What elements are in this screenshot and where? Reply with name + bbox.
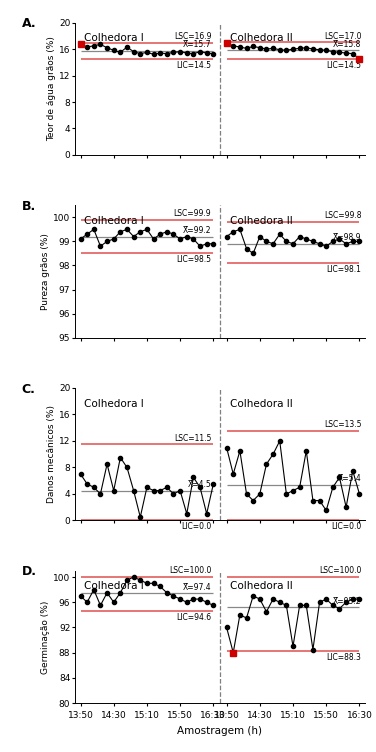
Text: LIC=88.3: LIC=88.3 xyxy=(326,653,361,662)
Text: Colhedora II: Colhedora II xyxy=(230,216,293,226)
Text: Colhedora II: Colhedora II xyxy=(230,581,293,591)
Text: X̅=15.8: X̅=15.8 xyxy=(333,40,361,49)
Text: LSC=13.5: LSC=13.5 xyxy=(324,420,361,429)
Text: LSC=100.0: LSC=100.0 xyxy=(169,566,211,575)
Text: Colhedora I: Colhedora I xyxy=(84,33,144,43)
Y-axis label: Pureza grãos (%): Pureza grãos (%) xyxy=(41,233,50,310)
Text: LIC=98.1: LIC=98.1 xyxy=(326,265,361,274)
Text: Colhedora II: Colhedora II xyxy=(230,33,293,43)
Text: LIC=14.5: LIC=14.5 xyxy=(326,61,361,70)
Text: Colhedora I: Colhedora I xyxy=(84,581,144,591)
Text: X̅=98.9: X̅=98.9 xyxy=(333,233,361,242)
Text: B.: B. xyxy=(22,200,36,213)
Text: LIC=0.0: LIC=0.0 xyxy=(331,522,361,531)
X-axis label: Amostragem (h): Amostragem (h) xyxy=(177,726,262,736)
Text: C.: C. xyxy=(22,383,35,396)
Y-axis label: Teor de água grãos (%): Teor de água grãos (%) xyxy=(47,36,56,141)
Text: LSC=11.5: LSC=11.5 xyxy=(174,434,211,442)
Text: A.: A. xyxy=(22,17,36,30)
Text: LSC=17.0: LSC=17.0 xyxy=(324,32,361,41)
Text: D.: D. xyxy=(22,566,36,578)
Y-axis label: Germinação (%): Germinação (%) xyxy=(41,600,50,674)
Text: X̅=4.5: X̅=4.5 xyxy=(188,480,211,489)
Text: Colhedora I: Colhedora I xyxy=(84,216,144,226)
Text: LSC=16.9: LSC=16.9 xyxy=(174,32,211,41)
Text: LSC=99.9: LSC=99.9 xyxy=(174,209,211,218)
Text: LIC=98.5: LIC=98.5 xyxy=(176,255,211,264)
Text: LSC=100.0: LSC=100.0 xyxy=(319,566,361,575)
Text: LIC=14.5: LIC=14.5 xyxy=(176,61,211,70)
Text: X̅=5.4: X̅=5.4 xyxy=(338,474,361,483)
Text: LIC=94.6: LIC=94.6 xyxy=(176,613,211,622)
Text: LIC=0.0: LIC=0.0 xyxy=(181,522,211,531)
Text: X̅=99.2: X̅=99.2 xyxy=(183,226,211,235)
Text: X̅=95.2: X̅=95.2 xyxy=(333,596,361,605)
Text: X̅=15.7: X̅=15.7 xyxy=(183,41,211,50)
Text: Colhedora II: Colhedora II xyxy=(230,399,293,408)
Text: LSC=99.8: LSC=99.8 xyxy=(324,211,361,220)
Text: X̅=97.4: X̅=97.4 xyxy=(183,583,211,592)
Text: Colhedora I: Colhedora I xyxy=(84,399,144,408)
Y-axis label: Danos mecânicos (%): Danos mecânicos (%) xyxy=(47,405,56,503)
